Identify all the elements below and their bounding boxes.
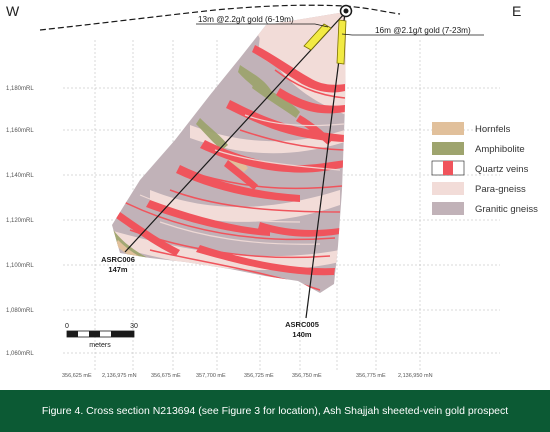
drill-collar-symbol [339,4,353,18]
legend-item-para-gneiss: Para-gneiss [432,182,526,195]
elevation-label: 1,140mRL [6,173,34,179]
gold-intercepts [303,19,347,65]
easting-label: 356,675 mE [151,373,181,379]
intercept-lower-label: 16m @2.1g/t gold (7-23m) [375,26,471,35]
drillhole-asrc006-trace [124,12,346,253]
easting-label: 2,136,950 mN [398,373,433,379]
elevation-label: 1,100mRL [6,263,34,269]
caption-bar: Figure 4. Cross section N213694 (see Fig… [0,390,550,432]
west-label: W [6,3,20,19]
drillhole-asrc005-trace [305,12,346,319]
topography-line [39,4,401,31]
intercept-upper-bar [303,23,332,51]
scale-bar: 0 30 meters [65,323,138,349]
legend-item-hornfels: Hornfels [432,122,511,135]
easting-label: 357,700 mE [196,373,226,379]
geology-section [112,12,346,293]
easting-label: 356,750 mE [292,373,322,379]
scale-bar-unit: meters [89,342,111,349]
legend-swatch [432,122,464,135]
elevation-label: 1,160mRL [6,128,34,134]
figure-caption: Figure 4. Cross section N213694 (see Fig… [41,405,509,417]
easting-label: 356,625 mE [62,373,92,379]
scale-bar-end: 30 [130,323,138,330]
cross-section-figure: W E 13m @2.2g/t gold (6-19m) 16m @2.1g/t… [6,3,538,379]
elevation-label: 1,080mRL [6,308,34,314]
legend-item-quartz-veins: Quartz veins [431,160,529,176]
drillhole-asrc006-name: ASRC006 [101,255,135,264]
elevation-label: 1,180mRL [6,86,34,92]
legend-swatch [432,142,464,155]
easting-labels: 356,625 mE 2,136,975 mN 356,675 mE 357,7… [62,373,433,379]
easting-label: 356,725 mE [244,373,274,379]
legend-label: Para-gneiss [475,184,526,195]
easting-label: 356,775 mE [356,373,386,379]
drillhole-asrc006-depth: 147m [108,265,128,274]
elevation-labels: 1,180mRL 1,160mRL 1,140mRL 1,120mRL 1,10… [6,86,34,357]
legend-swatch [432,202,464,215]
intercept-lower-bar [336,19,347,65]
legend-label: Quartz veins [475,164,529,175]
elevation-label: 1,060mRL [6,351,34,357]
easting-label: 2,136,975 mN [102,373,137,379]
drillhole-asrc005-depth: 140m [292,330,312,339]
east-label: E [512,3,521,19]
legend: Hornfels Amphibolite Quartz veins Para-g… [431,122,538,215]
drillhole-traces [124,12,346,319]
legend-label: Granitic gneiss [475,204,538,215]
elevation-label: 1,120mRL [6,218,34,224]
legend-item-granitic-gneiss: Granitic gneiss [432,202,538,215]
legend-swatch [432,182,464,195]
legend-item-amphibolite: Amphibolite [432,142,525,155]
drillhole-asrc005-name: ASRC005 [285,320,319,329]
intercept-upper-label: 13m @2.2g/t gold (6-19m) [198,15,294,24]
legend-label: Hornfels [475,124,511,135]
legend-label: Amphibolite [475,144,525,155]
scale-bar-start: 0 [65,323,69,330]
